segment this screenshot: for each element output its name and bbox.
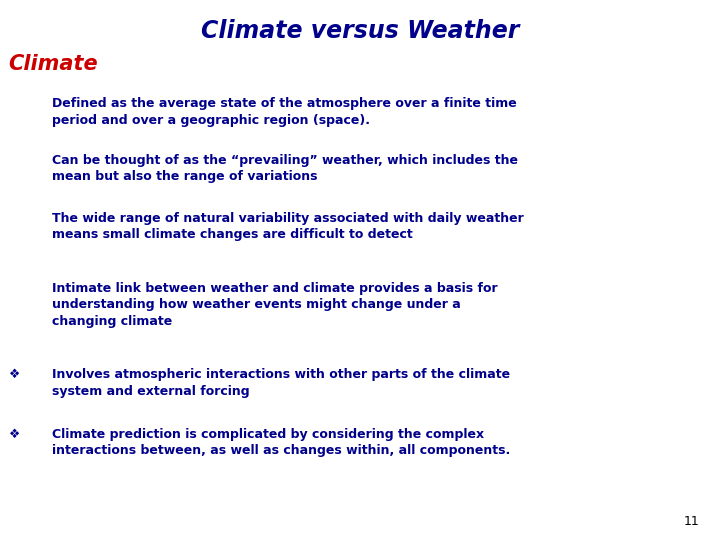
Text: ❖: ❖: [9, 368, 20, 381]
Text: Climate prediction is complicated by considering the complex
interactions betwee: Climate prediction is complicated by con…: [52, 428, 510, 457]
Text: Involves atmospheric interactions with other parts of the climate
system and ext: Involves atmospheric interactions with o…: [52, 368, 510, 398]
Text: Can be thought of as the “prevailing” weather, which includes the
mean but also : Can be thought of as the “prevailing” we…: [52, 154, 518, 184]
Text: Climate versus Weather: Climate versus Weather: [201, 19, 519, 43]
Text: Defined as the average state of the atmosphere over a finite time
period and ove: Defined as the average state of the atmo…: [52, 97, 516, 127]
Text: Climate: Climate: [9, 54, 98, 74]
Text: ❖: ❖: [9, 428, 20, 441]
Text: The wide range of natural variability associated with daily weather
means small : The wide range of natural variability as…: [52, 212, 523, 241]
Text: 11: 11: [684, 515, 700, 528]
Text: Intimate link between weather and climate provides a basis for
understanding how: Intimate link between weather and climat…: [52, 282, 498, 328]
